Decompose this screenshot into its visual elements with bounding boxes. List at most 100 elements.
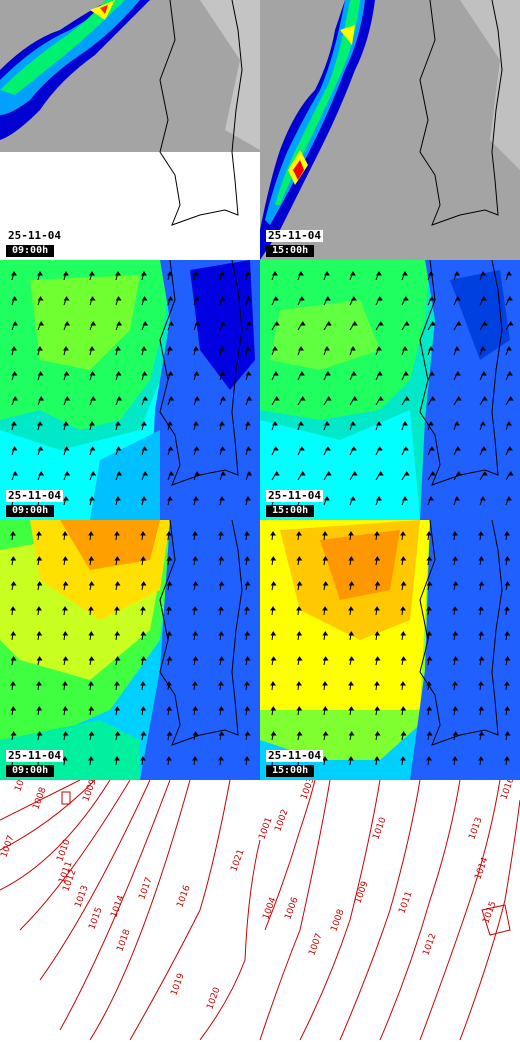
- wind-arrow-head: [12, 321, 19, 326]
- wind-arrow-head: [322, 631, 329, 636]
- wind-arrow-head: [115, 496, 121, 501]
- wind-arrow-head: [115, 346, 121, 351]
- wind-arrow-head: [298, 371, 305, 376]
- wind-arrow-head: [63, 421, 69, 426]
- wind-arrow-head: [296, 631, 303, 636]
- wind-arrow-head: [478, 556, 485, 561]
- wind-arrow-head: [114, 756, 120, 761]
- wind-arrow-head: [219, 496, 225, 501]
- wind-arrow-head: [429, 321, 436, 326]
- wind-arrow-head: [374, 656, 381, 661]
- wind-arrow-head: [428, 371, 435, 376]
- wind-arrow-head: [62, 581, 69, 586]
- wind-arrow-head: [506, 271, 512, 276]
- wind-arrow-head: [245, 346, 251, 351]
- wind-arrow-head: [244, 681, 250, 686]
- wind-arrow-head: [504, 756, 510, 761]
- wind-arrow-head: [506, 346, 512, 351]
- precip-map-1500: 25-11-04 15:00h: [260, 0, 520, 260]
- wind-arrow-head: [452, 581, 459, 586]
- wind-arrow-head: [478, 631, 485, 636]
- wind-arrow-head: [140, 631, 147, 636]
- wind-arrow-head: [116, 396, 123, 401]
- wind-arrow-head: [36, 706, 43, 711]
- isobar-label: 1013: [467, 816, 484, 841]
- wind-arrow-head: [115, 446, 122, 451]
- wind-arrow-head: [273, 471, 280, 476]
- wind-arrow-head: [89, 296, 96, 301]
- isobar-label: 1017: [137, 876, 154, 901]
- wind-arrow-head: [504, 581, 511, 586]
- wind-arrow-head: [322, 531, 328, 536]
- isobar-label: 1015: [87, 906, 104, 931]
- date-label: 25-11-04: [6, 229, 63, 242]
- wind-arrow-head: [270, 581, 277, 586]
- wind-arrow-head: [244, 706, 251, 711]
- wind-arrow-head: [454, 296, 461, 301]
- wind-arrow-head: [62, 731, 69, 736]
- wind-arrow-head: [322, 606, 328, 611]
- wind-arrow-head: [63, 496, 69, 501]
- wind-arrow-head: [298, 296, 305, 301]
- wind-arrow-head: [90, 321, 97, 326]
- wind-arrow-head: [296, 706, 303, 711]
- wind-arrow-head: [193, 296, 200, 301]
- wind-arrow-head: [219, 371, 226, 376]
- date-label: 25-11-04: [266, 749, 323, 762]
- wind-arrow-head: [298, 446, 305, 451]
- wind-arrow-head: [88, 581, 95, 586]
- wind-arrow-head: [350, 421, 356, 426]
- wind-arrow-head: [62, 606, 68, 611]
- wind-arrow-head: [478, 606, 484, 611]
- wind-arrow-head: [63, 271, 69, 276]
- wind-arrow-head: [218, 656, 225, 661]
- wind-arrow-head: [245, 446, 252, 451]
- wind-arrow-head: [506, 496, 512, 501]
- wind-arrow-head: [376, 446, 383, 451]
- wind-arrow-head: [325, 396, 332, 401]
- wind-arrow-head: [10, 606, 16, 611]
- wind-arrow-head: [141, 271, 147, 276]
- wind-arrow-head: [478, 581, 485, 586]
- wind-arrow-head: [324, 496, 330, 501]
- wind-arrow-head: [454, 496, 460, 501]
- wind-arrow-head: [64, 471, 71, 476]
- wind-arrow-head: [402, 371, 409, 376]
- wind-arrow-head: [192, 756, 198, 761]
- wind-arrow-head: [426, 706, 433, 711]
- wind-arrow-head: [89, 346, 95, 351]
- wind-arrow-head: [324, 296, 331, 301]
- wind-arrow-head: [36, 556, 43, 561]
- wind-arrow-head: [480, 496, 486, 501]
- wind-arrow-head: [166, 531, 172, 536]
- wind-arrow-head: [192, 581, 199, 586]
- wind-arrow-head: [455, 396, 462, 401]
- wind-arrow-head: [452, 681, 458, 686]
- wind-arrow-head: [402, 346, 408, 351]
- wind-arrow-head: [374, 681, 380, 686]
- wind-arrow-head: [402, 271, 408, 276]
- wind-arrow-head: [140, 556, 147, 561]
- wind-arrow-head: [89, 446, 96, 451]
- wind-arrow-head: [36, 606, 42, 611]
- wind-arrow-head: [478, 531, 484, 536]
- wind-arrow-head: [348, 556, 355, 561]
- wind-arrow-head: [246, 396, 253, 401]
- wind-arrow-head: [426, 531, 432, 536]
- wind-arrow-head: [114, 606, 120, 611]
- wind-arrow-head: [298, 346, 304, 351]
- wind-arrow-head: [270, 681, 276, 686]
- wind-arrow-head: [218, 681, 224, 686]
- wind-arrow-head: [481, 396, 488, 401]
- wind-arrow-head: [272, 371, 279, 376]
- wind-arrow-head: [272, 446, 279, 451]
- wind-arrow-head: [142, 396, 149, 401]
- wind-arrow-head: [377, 471, 384, 476]
- wind-arrow-head: [115, 296, 122, 301]
- wind-arrow-head: [244, 531, 250, 536]
- wind-arrow-head: [296, 656, 303, 661]
- wind-arrow-head: [166, 606, 172, 611]
- isobar-label: 1021: [229, 848, 246, 873]
- wind-arrow-head: [141, 371, 148, 376]
